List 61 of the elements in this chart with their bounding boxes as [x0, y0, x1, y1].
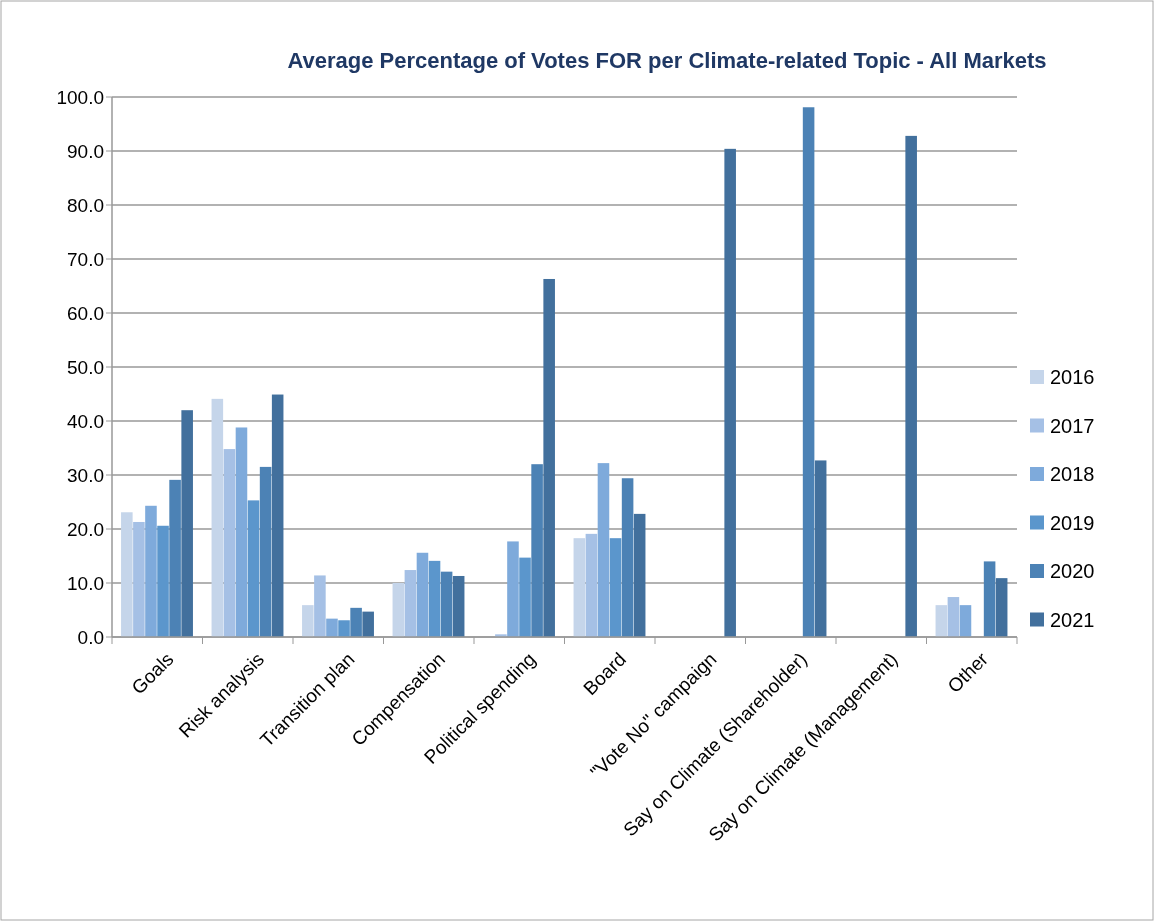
legend-label: 2018 [1050, 463, 1095, 485]
bar [350, 607, 362, 637]
bar [259, 466, 272, 637]
y-tick-label: 20.0 [67, 518, 104, 540]
bar [416, 552, 429, 637]
bar [947, 597, 960, 637]
y-tick-label: 100.0 [56, 86, 104, 108]
bar [211, 398, 224, 637]
bar [314, 575, 326, 637]
bar [326, 618, 338, 637]
bar [959, 605, 972, 637]
bar [935, 605, 948, 637]
bar [440, 571, 453, 637]
bar [404, 570, 417, 637]
bar [724, 148, 736, 637]
bar [338, 620, 350, 637]
bar [392, 583, 405, 637]
chart-title: Average Percentage of Votes FOR per Climate-related Topic - All Markets [287, 48, 1047, 73]
y-tick-label: 0.0 [77, 626, 104, 648]
legend-label: 2017 [1050, 414, 1095, 437]
y-tick-label: 10.0 [67, 572, 104, 594]
bar [428, 560, 441, 637]
bar [633, 513, 646, 637]
bar [519, 557, 531, 637]
bar [181, 410, 193, 637]
bar [597, 463, 610, 637]
y-tick-label: 50.0 [67, 356, 104, 378]
bar [133, 521, 145, 637]
bar [452, 575, 465, 637]
bar [814, 460, 827, 637]
y-tick-label: 40.0 [67, 410, 104, 432]
legend-label: 2019 [1050, 511, 1095, 534]
y-tick-label: 60.0 [67, 302, 104, 324]
bar [543, 278, 555, 637]
y-tick-label: 30.0 [67, 464, 104, 486]
bar [905, 135, 917, 637]
bar [609, 538, 622, 637]
y-tick-label: 70.0 [67, 248, 104, 270]
bar [302, 605, 314, 637]
bar [271, 394, 284, 637]
bar [531, 464, 543, 637]
y-tick-label: 80.0 [67, 194, 104, 216]
bar [362, 611, 374, 637]
bar [802, 107, 815, 637]
bar [507, 541, 519, 637]
legend-label: 2021 [1050, 608, 1095, 631]
bar [169, 479, 181, 637]
bar [621, 478, 634, 637]
bar [121, 512, 133, 637]
legend-label: 2016 [1050, 366, 1095, 388]
legend-label: 2020 [1050, 560, 1095, 582]
y-tick-label: 90.0 [67, 140, 104, 162]
bar [235, 427, 248, 637]
bar [223, 449, 236, 637]
bar [573, 538, 586, 637]
bar [585, 533, 598, 637]
bar [247, 500, 260, 637]
bar [983, 561, 996, 637]
bar [157, 525, 169, 637]
bar [995, 578, 1008, 637]
bar [145, 505, 157, 637]
